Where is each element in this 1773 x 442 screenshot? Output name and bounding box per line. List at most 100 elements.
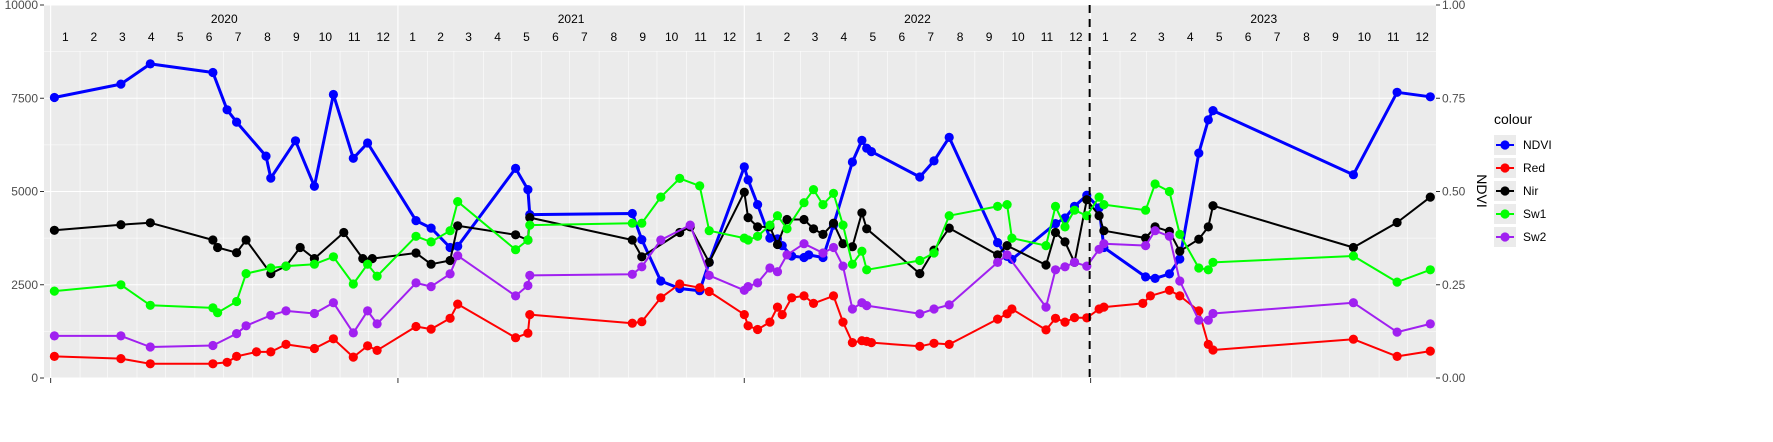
- data-point-red: [145, 359, 155, 369]
- data-point-red: [523, 328, 533, 338]
- year-label: 2022: [904, 12, 931, 26]
- data-point-sw1: [116, 280, 126, 290]
- data-point-sw1: [232, 296, 242, 307]
- data-point-nir: [49, 225, 60, 235]
- data-point-sw2: [1425, 319, 1435, 329]
- data-point-nir: [232, 248, 242, 258]
- month-label: 8: [264, 30, 271, 44]
- data-point-ndvi: [739, 162, 749, 172]
- data-point-nir: [1208, 201, 1218, 211]
- series-sw2: [49, 220, 1435, 352]
- legend-key-point: [1500, 209, 1510, 219]
- data-point-red: [116, 354, 126, 364]
- data-point-nir: [1425, 192, 1435, 202]
- data-point-red: [739, 310, 749, 320]
- data-point-ndvi: [232, 117, 242, 127]
- legend-item-ndvi: NDVI: [1494, 135, 1552, 155]
- data-point-nir: [1099, 226, 1109, 236]
- data-point-sw1: [847, 259, 858, 269]
- data-point-nir: [944, 223, 954, 233]
- legend-item-sw2: Sw2: [1494, 227, 1547, 247]
- data-point-red: [281, 339, 291, 349]
- data-point-sw1: [627, 218, 637, 228]
- data-point-nir: [1175, 246, 1185, 256]
- y-axis-right-title: NDVI: [1474, 174, 1490, 207]
- data-point-sw2: [944, 300, 954, 310]
- data-point-red: [1099, 302, 1109, 312]
- y-tick-label-right: 0.75: [1442, 91, 1466, 105]
- data-point-sw2: [753, 278, 763, 288]
- data-point-red: [765, 317, 775, 327]
- data-point-sw1: [1392, 277, 1402, 287]
- data-point-sw2: [1060, 262, 1070, 272]
- data-point-nir: [145, 218, 155, 228]
- data-point-nir: [993, 250, 1003, 260]
- month-label: 7: [1274, 30, 1281, 44]
- data-point-ndvi: [656, 276, 666, 286]
- data-point-nir: [510, 230, 521, 240]
- data-point-nir: [772, 239, 783, 250]
- data-point-red: [1145, 291, 1155, 301]
- data-point-sw1: [1050, 201, 1061, 211]
- data-point-sw2: [116, 331, 126, 341]
- data-point-nir: [627, 235, 637, 245]
- data-point-ndvi: [1203, 115, 1213, 125]
- data-point-sw2: [656, 235, 666, 245]
- series-nir: [49, 187, 1435, 279]
- data-point-sw2: [627, 269, 637, 279]
- data-point-ndvi: [426, 223, 436, 233]
- data-point-sw2: [1002, 250, 1012, 260]
- data-point-sw1: [309, 259, 319, 269]
- data-point-nir: [525, 213, 535, 223]
- data-point-sw1: [266, 263, 276, 273]
- data-point-sw2: [1150, 226, 1160, 236]
- data-point-red: [372, 345, 382, 355]
- y-tick-label-right: 1.00: [1442, 0, 1466, 12]
- data-point-ndvi: [627, 208, 637, 219]
- data-point-ndvi: [290, 136, 301, 146]
- month-label: 6: [552, 30, 559, 44]
- data-point-sw1: [1203, 265, 1213, 275]
- data-point-ndvi: [49, 92, 60, 103]
- data-point-red: [929, 338, 939, 348]
- data-point-sw2: [208, 340, 218, 351]
- data-point-sw2: [929, 304, 939, 314]
- month-label: 10: [1358, 30, 1372, 44]
- month-label: 1: [409, 30, 416, 44]
- data-point-ndvi: [1164, 269, 1174, 279]
- month-label: 8: [957, 30, 964, 44]
- data-point-nir: [828, 218, 839, 228]
- data-point-sw1: [411, 231, 421, 241]
- data-point-sw2: [915, 309, 925, 319]
- month-label: 11: [348, 30, 361, 44]
- data-point-sw2: [1164, 231, 1174, 241]
- data-point-sw2: [411, 278, 421, 288]
- data-point-nir: [799, 214, 809, 225]
- month-label: 1: [756, 30, 763, 44]
- data-point-ndvi: [363, 138, 373, 148]
- data-point-red: [208, 359, 218, 369]
- data-point-sw2: [799, 239, 809, 249]
- month-label: 10: [665, 30, 679, 44]
- data-point-nir: [1348, 242, 1358, 253]
- data-point-sw1: [1208, 257, 1218, 267]
- data-point-sw1: [510, 245, 521, 255]
- month-label: 9: [986, 30, 993, 44]
- data-point-nir: [1060, 237, 1070, 247]
- data-point-sw2: [372, 319, 382, 329]
- data-point-nir: [339, 227, 349, 238]
- data-point-ndvi: [993, 238, 1003, 248]
- data-point-nir: [453, 221, 463, 231]
- data-point-sw1: [828, 188, 839, 198]
- data-point-sw1: [1348, 251, 1358, 261]
- data-point-red: [348, 352, 358, 362]
- data-point-red: [49, 351, 60, 361]
- y-tick-label-right: 0.00: [1442, 371, 1466, 385]
- data-point-sw1: [1425, 265, 1435, 275]
- data-point-red: [808, 298, 819, 308]
- data-point-red: [232, 351, 242, 361]
- data-point-ndvi: [866, 147, 877, 157]
- data-point-sw1: [1164, 186, 1174, 197]
- data-point-ndvi: [453, 241, 463, 251]
